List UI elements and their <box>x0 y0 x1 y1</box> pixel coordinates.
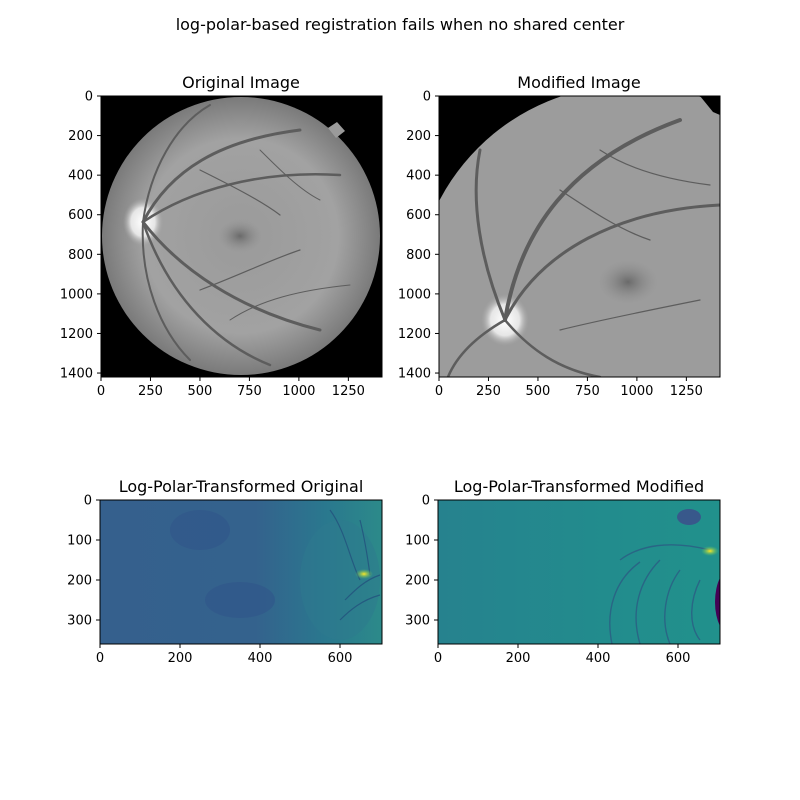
panel-modified-image: Modified Image 0 250 500 750 1000 1250 0 200 40… <box>398 73 721 399</box>
figure-suptitle: log-polar-based registration fails when … <box>176 15 625 34</box>
x-tick-label: 600 <box>328 651 353 666</box>
y-tick-label: 0 <box>85 90 93 105</box>
x-tick-label: 500 <box>526 384 551 399</box>
x-tick-label: 1000 <box>282 384 315 399</box>
x-tick-label: 0 <box>96 651 104 666</box>
x-tick-label: 1250 <box>332 384 365 399</box>
x-tick-label: 0 <box>434 651 442 666</box>
y-tick-label: 1200 <box>398 327 431 342</box>
y-tick-label: 1200 <box>60 327 93 342</box>
y-tick-label: 200 <box>67 574 92 589</box>
y-tick-label: 400 <box>406 169 431 184</box>
y-tick-label: 600 <box>68 208 93 223</box>
y-tick-label: 1400 <box>398 367 431 382</box>
y-tick-label: 300 <box>67 614 92 629</box>
panel-original-image: Original Image 0 250 500 750 1000 1250 <box>60 73 383 399</box>
y-tick-label: 800 <box>406 248 431 263</box>
x-tick-label: 400 <box>248 651 273 666</box>
y-tick-label: 1400 <box>60 367 93 382</box>
y-tick-label: 300 <box>405 614 430 629</box>
y-tick-label: 200 <box>68 129 93 144</box>
y-axis-ticks: 0 200 400 600 800 1000 1200 1400 <box>398 90 439 382</box>
x-tick-label: 200 <box>506 651 531 666</box>
x-tick-label: 750 <box>575 384 600 399</box>
y-tick-label: 200 <box>405 574 430 589</box>
x-axis-ticks: 0 200 400 600 <box>96 644 353 666</box>
y-tick-label: 0 <box>84 494 92 509</box>
y-tick-label: 0 <box>423 90 431 105</box>
y-tick-label: 400 <box>68 169 93 184</box>
logpolar-image <box>100 500 382 644</box>
y-axis-ticks: 0 200 400 600 800 1000 1200 1400 <box>60 90 101 382</box>
y-tick-label: 100 <box>405 534 430 549</box>
panel-title: Modified Image <box>517 73 640 92</box>
x-tick-label: 250 <box>138 384 163 399</box>
y-tick-label: 800 <box>68 248 93 263</box>
x-tick-label: 0 <box>97 384 105 399</box>
y-tick-label: 100 <box>67 534 92 549</box>
y-axis-ticks: 0 100 200 300 <box>67 494 100 629</box>
panel-title: Log-Polar-Transformed Original <box>119 477 364 496</box>
y-tick-label: 200 <box>406 129 431 144</box>
x-tick-label: 200 <box>168 651 193 666</box>
x-tick-label: 600 <box>666 651 691 666</box>
panel-title: Log-Polar-Transformed Modified <box>454 477 704 496</box>
x-axis-ticks: 0 250 500 750 1000 1250 <box>435 377 703 399</box>
logpolar-image <box>438 500 720 644</box>
y-tick-label: 600 <box>406 208 431 223</box>
fundus-image <box>101 96 382 377</box>
x-tick-label: 250 <box>476 384 501 399</box>
fundus-image-zoomed <box>439 96 720 377</box>
x-axis-ticks: 0 250 500 750 1000 1250 <box>97 377 365 399</box>
y-axis-ticks: 0 100 200 300 <box>405 494 438 629</box>
x-axis-ticks: 0 200 400 600 <box>434 644 691 666</box>
panel-title: Original Image <box>182 73 300 92</box>
x-tick-label: 400 <box>586 651 611 666</box>
panel-logpolar-modified: Log-Polar-Transformed Modified 0 200 400 60… <box>405 477 721 666</box>
y-tick-label: 0 <box>422 494 430 509</box>
y-tick-label: 1000 <box>60 287 93 302</box>
x-tick-label: 0 <box>435 384 443 399</box>
panel-logpolar-original: Log-Polar-Transformed Original 0 200 400 60… <box>67 477 383 666</box>
x-tick-label: 1000 <box>620 384 653 399</box>
x-tick-label: 750 <box>237 384 262 399</box>
x-tick-label: 1250 <box>670 384 703 399</box>
x-tick-label: 500 <box>188 384 213 399</box>
y-tick-label: 1000 <box>398 287 431 302</box>
